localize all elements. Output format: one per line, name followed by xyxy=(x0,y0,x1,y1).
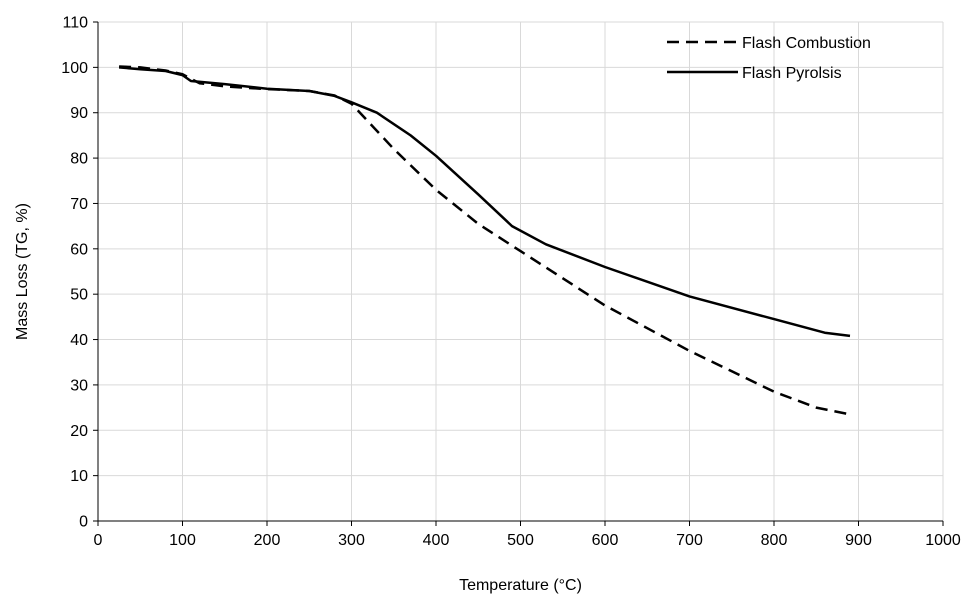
x-tick-label: 300 xyxy=(338,532,365,549)
x-tick-label: 500 xyxy=(507,532,534,549)
series-lines xyxy=(118,65,851,416)
y-tick-label: 20 xyxy=(70,423,88,440)
grid xyxy=(98,21,944,521)
y-tick-label: 60 xyxy=(70,241,88,258)
legend-label-flash-pyrolsis: Flash Pyrolsis xyxy=(742,65,842,82)
x-tick-label: 900 xyxy=(845,532,872,549)
y-tick-label: 90 xyxy=(70,105,88,122)
legend-label-flash-combustion: Flash Combustion xyxy=(742,35,871,52)
y-tick-label: 0 xyxy=(79,514,88,531)
x-tick-label: 800 xyxy=(761,532,788,549)
y-tick-label: 50 xyxy=(70,287,88,304)
y-tick-label: 110 xyxy=(62,15,88,32)
x-tick-label: 200 xyxy=(254,532,281,549)
x-axis-title: Temperature (°C) xyxy=(459,577,582,594)
x-tick-label: 400 xyxy=(423,532,450,549)
y-tick-label: 10 xyxy=(70,468,88,485)
legend: Flash Combustion Flash Pyrolsis xyxy=(667,35,871,82)
axes: 0 10 20 30 40 50 60 70 80 90 100 110 0 100 200 300 400 50… xyxy=(61,15,961,550)
y-tick-label: 30 xyxy=(70,377,88,394)
x-tick-label: 700 xyxy=(676,532,703,549)
y-tick-label: 70 xyxy=(70,196,88,213)
x-tick-label: 100 xyxy=(169,532,196,549)
x-tick-label: 1000 xyxy=(925,532,961,549)
x-tick-label: 0 xyxy=(94,532,103,549)
series-line-flash-pyrolsis xyxy=(118,66,851,338)
x-tick-label: 600 xyxy=(592,532,619,549)
y-tick-label: 40 xyxy=(70,332,88,349)
y-tick-label: 80 xyxy=(70,151,88,168)
series-line-flash-combustion xyxy=(119,65,851,416)
y-tick-label: 100 xyxy=(61,60,88,77)
y-axis-title: Mass Loss (TG, %) xyxy=(14,203,31,340)
